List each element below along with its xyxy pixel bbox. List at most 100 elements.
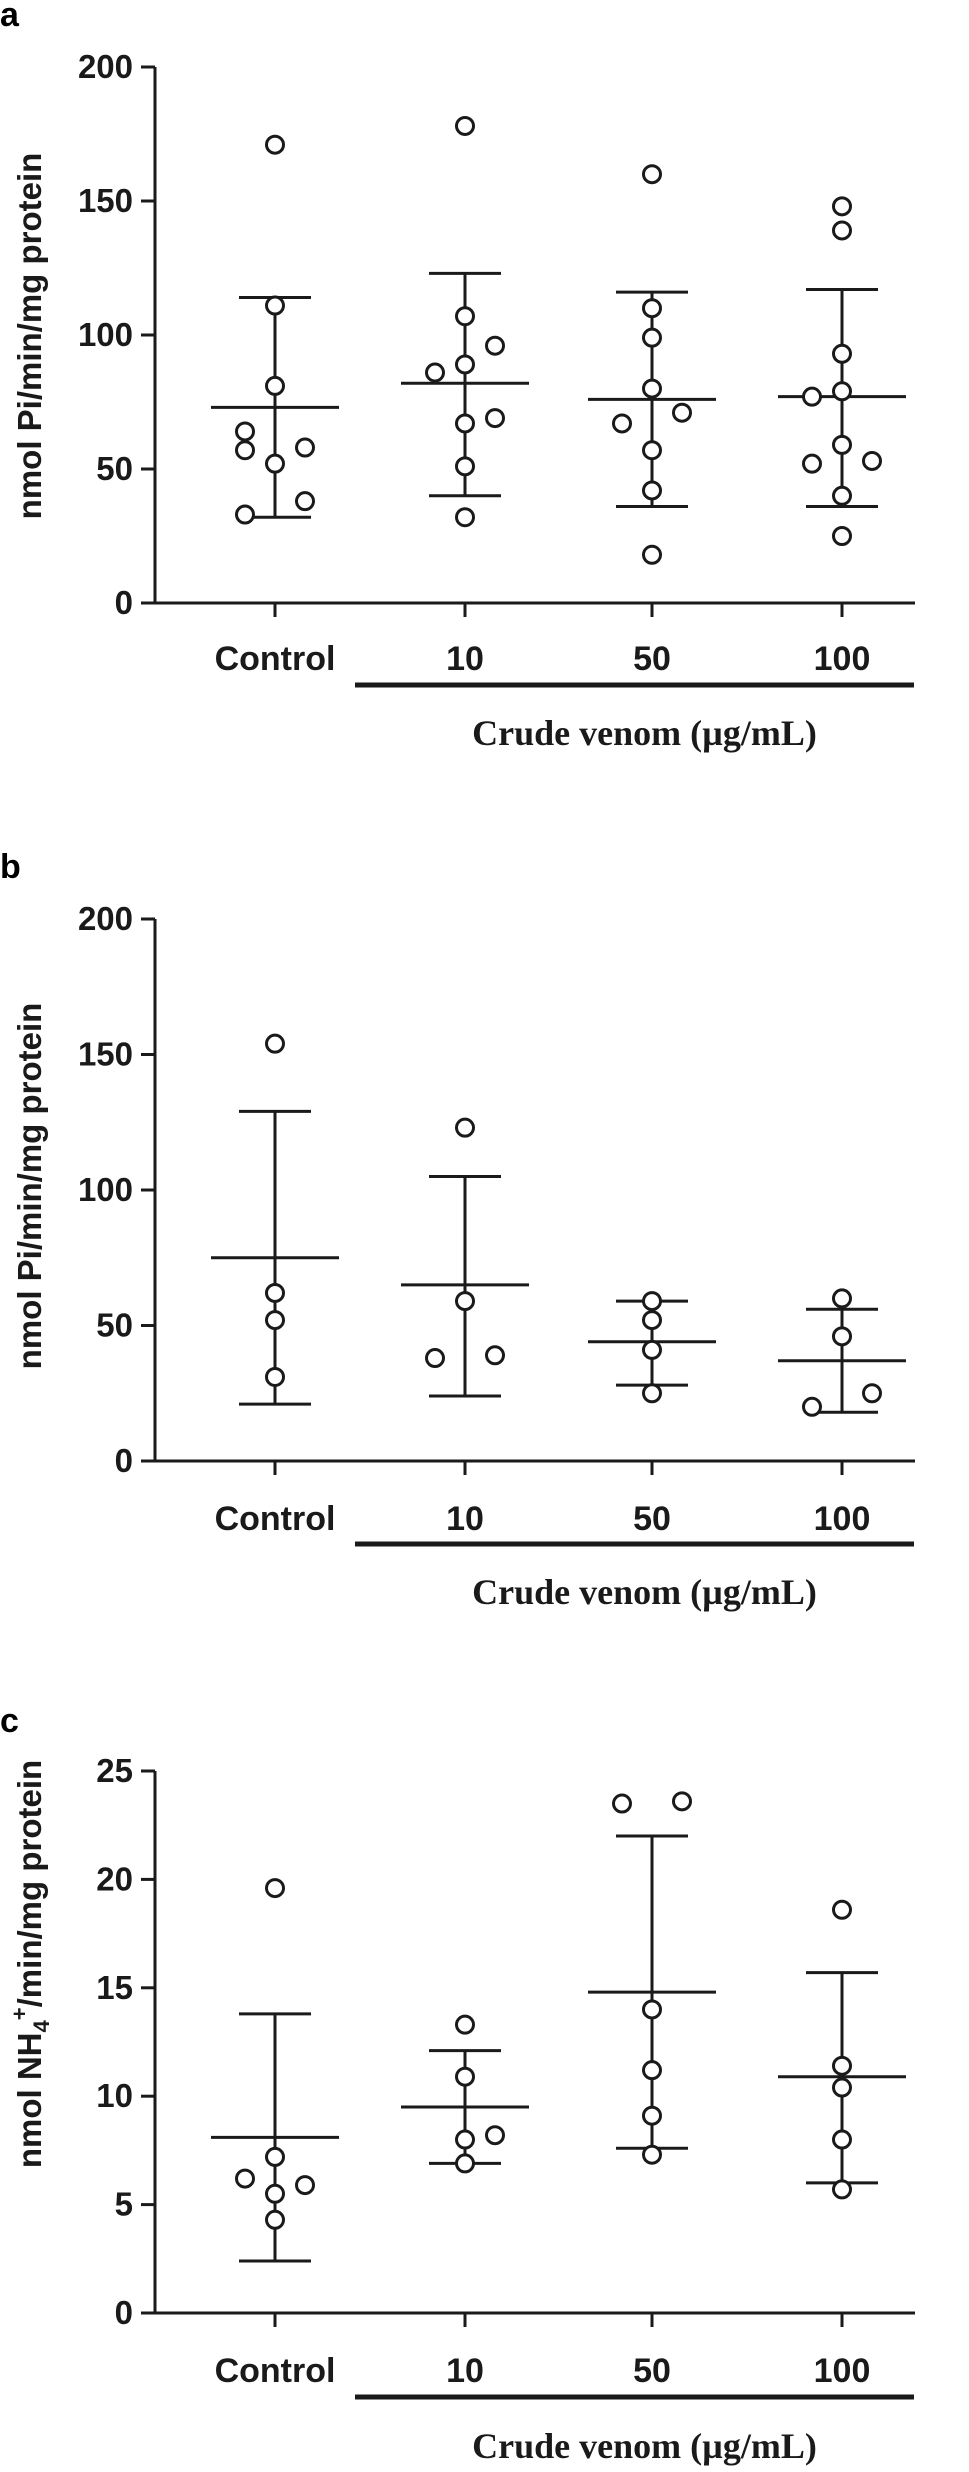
y-tick-label: 150	[78, 182, 133, 219]
data-point	[642, 1310, 662, 1331]
data-point	[832, 196, 852, 217]
data-point	[235, 2168, 255, 2189]
data-point	[832, 2179, 852, 2200]
data-point	[265, 2209, 285, 2230]
data-point	[425, 1348, 445, 1369]
panel-letter-a: a	[0, 0, 20, 34]
data-point	[455, 354, 475, 375]
chart-body-b: 0 50 100 150 200 Control 10 50 100 Crude venom (µ…	[78, 900, 915, 1612]
panel-letter-c: c	[0, 1702, 19, 1740]
data-point	[832, 526, 852, 546]
data-point	[455, 413, 475, 434]
panel-b: b nmol Pi/min/mg protein 0 50 100 150 200 Con…	[0, 848, 915, 1612]
data-point	[265, 295, 285, 316]
data-point	[265, 1033, 285, 1054]
x-category-label: 10	[446, 1500, 484, 1538]
group-label: Crude venom (µg/mL)	[472, 1572, 817, 1612]
y-tick-label: 200	[78, 48, 133, 85]
y-tick-label: 100	[78, 1171, 133, 1208]
data-point	[832, 343, 852, 364]
data-point	[832, 381, 852, 402]
data-point	[485, 408, 505, 429]
panel-a: a nmol Pi/min/mg protein 0 50 100 150 200 Con…	[0, 0, 915, 753]
data-point	[455, 2129, 475, 2150]
y-tick-label: 0	[115, 584, 133, 621]
data-point	[265, 453, 285, 474]
data-point	[832, 2077, 852, 2098]
data-point	[455, 1117, 475, 1138]
data-point	[265, 1878, 285, 1899]
data-point	[455, 456, 475, 477]
y-tick-label: 200	[78, 900, 133, 937]
data-point	[642, 2144, 662, 2165]
data-point	[642, 2060, 662, 2081]
y-tick-label: 50	[96, 1307, 133, 1344]
data-point	[235, 440, 255, 461]
x-category-label: 10	[446, 2352, 484, 2390]
y-tick-label: 20	[96, 1860, 133, 1897]
x-category-label: 100	[814, 640, 871, 678]
data-point	[642, 327, 662, 348]
y-tick-label: 150	[78, 1036, 133, 1073]
data-point	[485, 2125, 505, 2146]
data-point	[862, 450, 882, 471]
data-point	[295, 491, 315, 512]
data-point	[832, 1288, 852, 1309]
data-point	[265, 2183, 285, 2204]
data-point	[455, 115, 475, 136]
data-point	[265, 1366, 285, 1387]
data-point	[642, 1339, 662, 1360]
panel-letter-b: b	[0, 848, 21, 886]
y-axis-title-c-prefix: nmol NH	[11, 2032, 48, 2168]
data-point	[295, 2175, 315, 2196]
data-point	[265, 1310, 285, 1331]
data-point	[455, 1291, 475, 1312]
y-tick-label: 50	[96, 450, 133, 487]
data-point	[642, 440, 662, 461]
chart-body-a: 0 50 100 150 200 Control 10 50 100 Crude venom (µ…	[78, 48, 915, 753]
y-axis-title-b: nmol Pi/min/mg protein	[11, 1003, 48, 1370]
data-point	[642, 298, 662, 319]
data-point	[425, 362, 445, 383]
data-point	[455, 306, 475, 327]
data-point	[802, 1396, 822, 1417]
data-point	[832, 1326, 852, 1347]
y-axis-title-c-suffix: /min/mg protein	[11, 1760, 48, 2008]
x-category-label: Control	[215, 2352, 336, 2390]
data-point	[672, 1791, 692, 1812]
data-point	[265, 375, 285, 396]
data-point	[612, 1793, 632, 1814]
y-tick-label: 10	[96, 2077, 133, 2114]
x-category-label: 10	[446, 640, 484, 678]
x-category-label: 100	[814, 2352, 871, 2390]
y-axis-title-c-sub: 4	[29, 2019, 54, 2032]
data-point	[642, 378, 662, 399]
data-point	[832, 2129, 852, 2150]
data-point	[265, 134, 285, 155]
x-category-label: 50	[633, 1500, 671, 1538]
data-point	[642, 480, 662, 501]
data-point	[642, 544, 662, 565]
data-point	[235, 421, 255, 442]
data-point	[455, 2153, 475, 2174]
y-axis-title-a: nmol Pi/min/mg protein	[11, 153, 48, 520]
data-point	[455, 2014, 475, 2035]
data-point	[642, 1291, 662, 1312]
data-point	[235, 504, 255, 525]
data-point	[612, 413, 632, 434]
data-point	[832, 434, 852, 455]
data-point	[485, 1345, 505, 1366]
x-category-label: 50	[633, 2352, 671, 2390]
y-tick-label: 25	[96, 1752, 133, 1789]
y-tick-label: 0	[115, 2294, 133, 2331]
data-point	[642, 1999, 662, 2020]
data-point	[832, 1899, 852, 1920]
data-point	[455, 507, 475, 528]
x-category-label: Control	[215, 640, 336, 678]
data-point	[485, 335, 505, 356]
data-point	[832, 2055, 852, 2076]
data-point	[265, 1282, 285, 1303]
x-category-label: 100	[814, 1500, 871, 1538]
y-axis-title-c-sup: +	[7, 2007, 32, 2020]
